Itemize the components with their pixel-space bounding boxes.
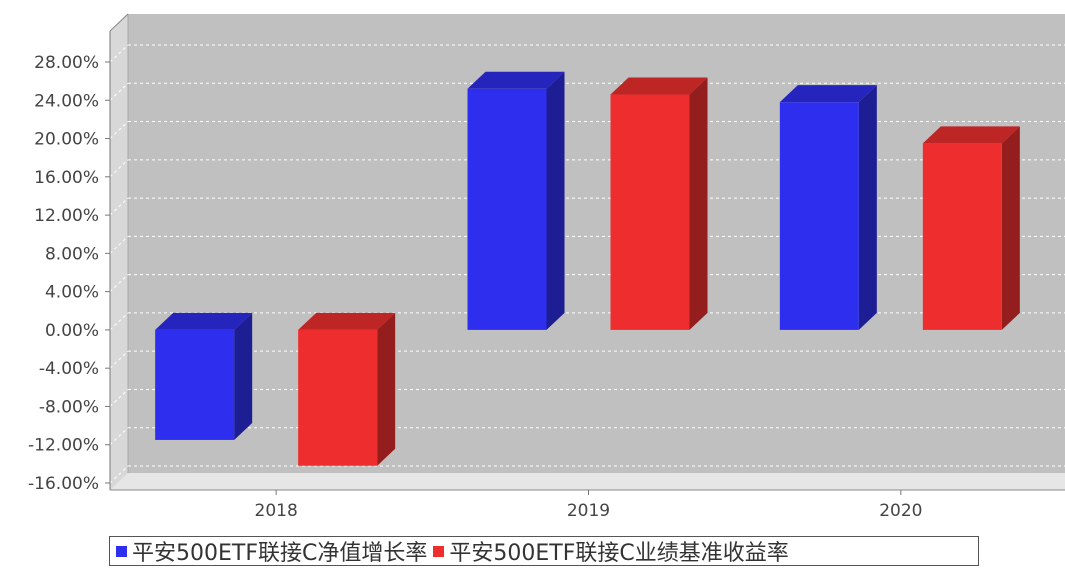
bar-front (298, 329, 378, 466)
y-tick-label: -12.00% (28, 436, 99, 456)
y-tick-label: -4.00% (39, 359, 99, 379)
gridline-side (109, 197, 129, 216)
y-tick-label: -8.00% (39, 397, 99, 417)
gridlines (109, 44, 1065, 484)
y-tick-label: 24.00% (34, 91, 99, 111)
legend-label-series-1: 平安500ETF联接C净值增长率 (132, 541, 428, 566)
y-tick-label: 16.00% (34, 168, 99, 188)
bar (298, 312, 396, 466)
bar (155, 312, 253, 440)
x-tick-label: 2020 (879, 501, 922, 521)
legend: 平安500ETF联接C净值增长率 平安500ETF联接C业绩基准收益率 (109, 536, 979, 566)
legend-swatch-red (433, 545, 445, 557)
legend-item-series-2: 平安500ETF联接C业绩基准收益率 (433, 535, 789, 567)
bar (779, 85, 877, 330)
legend-item-series-1: 平安500ETF联接C净值增长率 (116, 535, 427, 567)
legend-swatch-blue (116, 545, 127, 557)
x-tick-labels: 2018 2019 2020 (255, 490, 922, 521)
y-tick-label: 0.00% (45, 321, 99, 341)
y-tick-label: 8.00% (45, 244, 99, 264)
bar-side (546, 71, 565, 330)
plot-back-wall (109, 13, 1065, 490)
bar-side (689, 77, 708, 330)
bar-front (155, 329, 235, 440)
bar-front (467, 88, 547, 330)
y-tick-label: 12.00% (34, 206, 99, 226)
gridline-side (109, 274, 129, 292)
gridline-side (109, 465, 129, 484)
bar-side (234, 312, 253, 440)
bar-top (610, 77, 708, 95)
bar-top (467, 71, 565, 89)
bar (610, 77, 708, 330)
gridline-side (109, 159, 129, 178)
y-tick-label: 20.00% (34, 130, 99, 150)
bar-side (377, 312, 396, 466)
gridline-side (109, 350, 129, 369)
x-tick-label: 2018 (255, 501, 298, 521)
bar (922, 126, 1020, 330)
bar (467, 71, 565, 330)
gridline-side (109, 44, 129, 63)
bars (155, 71, 1020, 466)
x-tick-label: 2019 (567, 501, 610, 521)
gridline-side (109, 427, 129, 446)
y-tick-label: 4.00% (45, 283, 99, 303)
y-tick-labels: 28.00% 24.00% 20.00% 16.00% 12.00% 8.00% 4.00%… (28, 53, 110, 494)
y-tick-label: 28.00% (34, 53, 99, 73)
bar-front (922, 143, 1002, 330)
gridline-side (109, 312, 129, 331)
bar-chart: 28.00% 24.00% 20.00% 16.00% 12.00% 8.00% 4.00%… (28, 13, 1065, 521)
plot-floor (110, 473, 1065, 491)
bar-top (298, 312, 396, 330)
gridline-side (109, 82, 129, 101)
gridline-side (109, 121, 129, 139)
y-tick-label: -16.00% (28, 474, 99, 494)
gridline-side (109, 236, 129, 254)
bar-side (1001, 126, 1020, 330)
bar-top (779, 85, 877, 103)
legend-label-series-2: 平安500ETF联接C业绩基准收益率 (449, 541, 789, 566)
bar-top (922, 126, 1020, 144)
bar-front (610, 94, 690, 330)
bar-top (155, 312, 253, 330)
bar-front (779, 102, 859, 330)
gridline-side (109, 389, 129, 407)
bar-side (858, 85, 877, 330)
